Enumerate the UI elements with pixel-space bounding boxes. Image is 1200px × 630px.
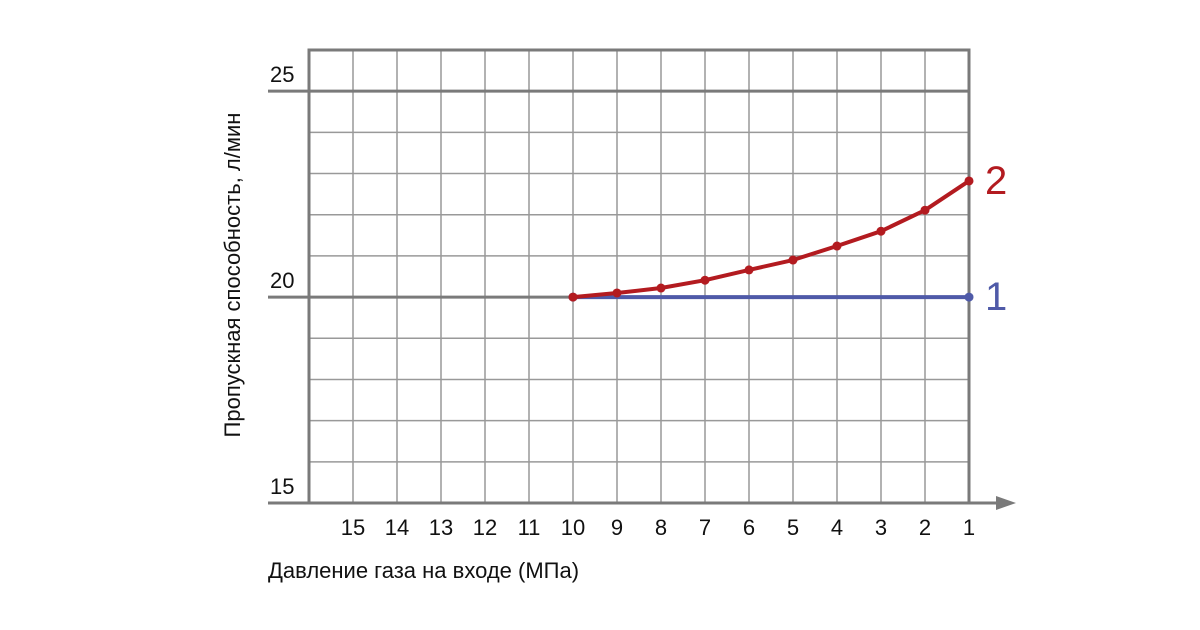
data-point — [656, 283, 666, 293]
x-tick-label: 7 — [699, 515, 711, 540]
y-tick-label: 20 — [270, 268, 294, 293]
data-point — [964, 176, 974, 186]
data-point — [744, 265, 754, 275]
x-tick-label: 12 — [473, 515, 497, 540]
y-tick-label: 15 — [270, 474, 294, 499]
plot-frame — [307, 48, 971, 505]
x-tick-label: 8 — [655, 515, 667, 540]
y-axis-label: Пропускная способность, л/мин — [220, 113, 245, 438]
x-tick-label: 5 — [787, 515, 799, 540]
series-label: 1 — [985, 275, 1007, 319]
x-tick-label: 1 — [963, 515, 975, 540]
x-tick-label: 13 — [429, 515, 453, 540]
data-point — [700, 275, 710, 285]
x-tick-label: 15 — [341, 515, 365, 540]
y-tick-label: 25 — [270, 62, 294, 87]
series-line — [572, 179, 971, 300]
data-point — [612, 288, 622, 298]
x-tick-label: 3 — [875, 515, 887, 540]
data-point — [788, 255, 798, 265]
x-tick-label: 2 — [919, 515, 931, 540]
x-tick-label: 11 — [518, 515, 541, 540]
series-label: 2 — [985, 159, 1007, 203]
x-tick-label: 9 — [611, 515, 623, 540]
x-axis-label: Давление газа на входе (МПа) — [268, 558, 579, 583]
data-point — [876, 226, 886, 236]
data-point — [920, 205, 930, 215]
x-axis-arrow — [996, 496, 1016, 510]
x-tick-label: 6 — [743, 515, 755, 540]
x-tick-label: 4 — [831, 515, 843, 540]
x-tick-label: 14 — [385, 515, 409, 540]
data-point — [964, 292, 974, 302]
data-point — [832, 241, 842, 251]
data-point — [568, 292, 578, 302]
x-tick-label: 10 — [561, 515, 585, 540]
